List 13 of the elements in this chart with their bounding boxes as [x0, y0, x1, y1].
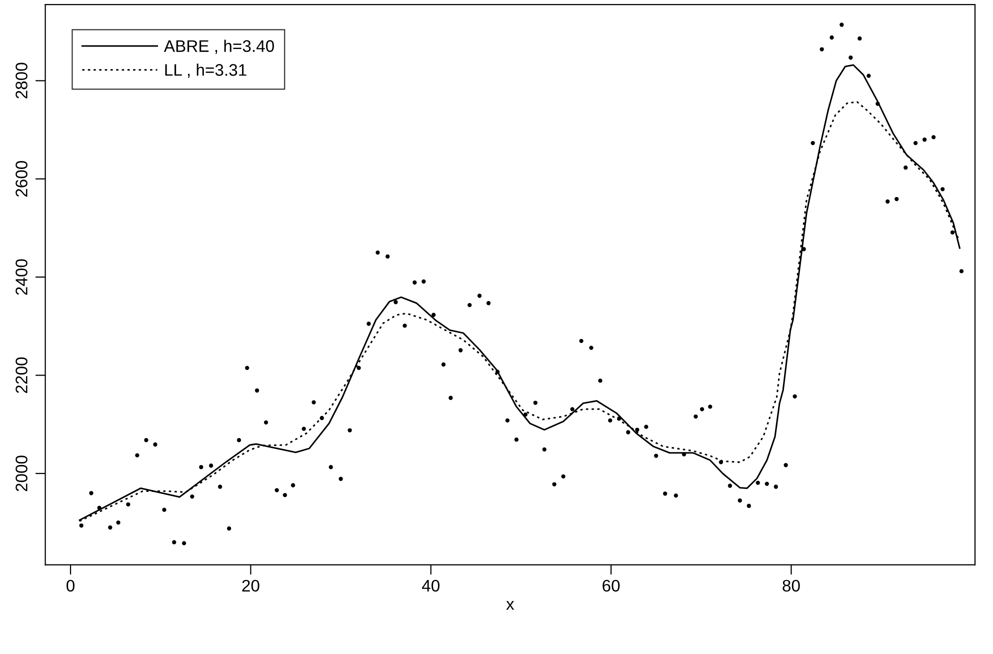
- y-tick-label: 2600: [16, 161, 28, 197]
- y-tick-label: 2000: [16, 456, 28, 492]
- x-tick-label: 40: [422, 580, 440, 592]
- x-tick-label: 0: [66, 580, 75, 592]
- y-tick-label: 2800: [16, 62, 28, 98]
- legend-label: LL , h=3.31: [165, 64, 246, 78]
- x-tick-label: 20: [242, 580, 260, 592]
- legend-label: ABRE , h=3.40: [164, 40, 274, 54]
- x-tick-label: 60: [602, 580, 620, 592]
- x-tick-label: 80: [782, 580, 800, 592]
- x-axis-title: x: [506, 600, 514, 610]
- y-tick-label: 2200: [16, 357, 28, 393]
- y-tick-label: 2400: [16, 259, 28, 295]
